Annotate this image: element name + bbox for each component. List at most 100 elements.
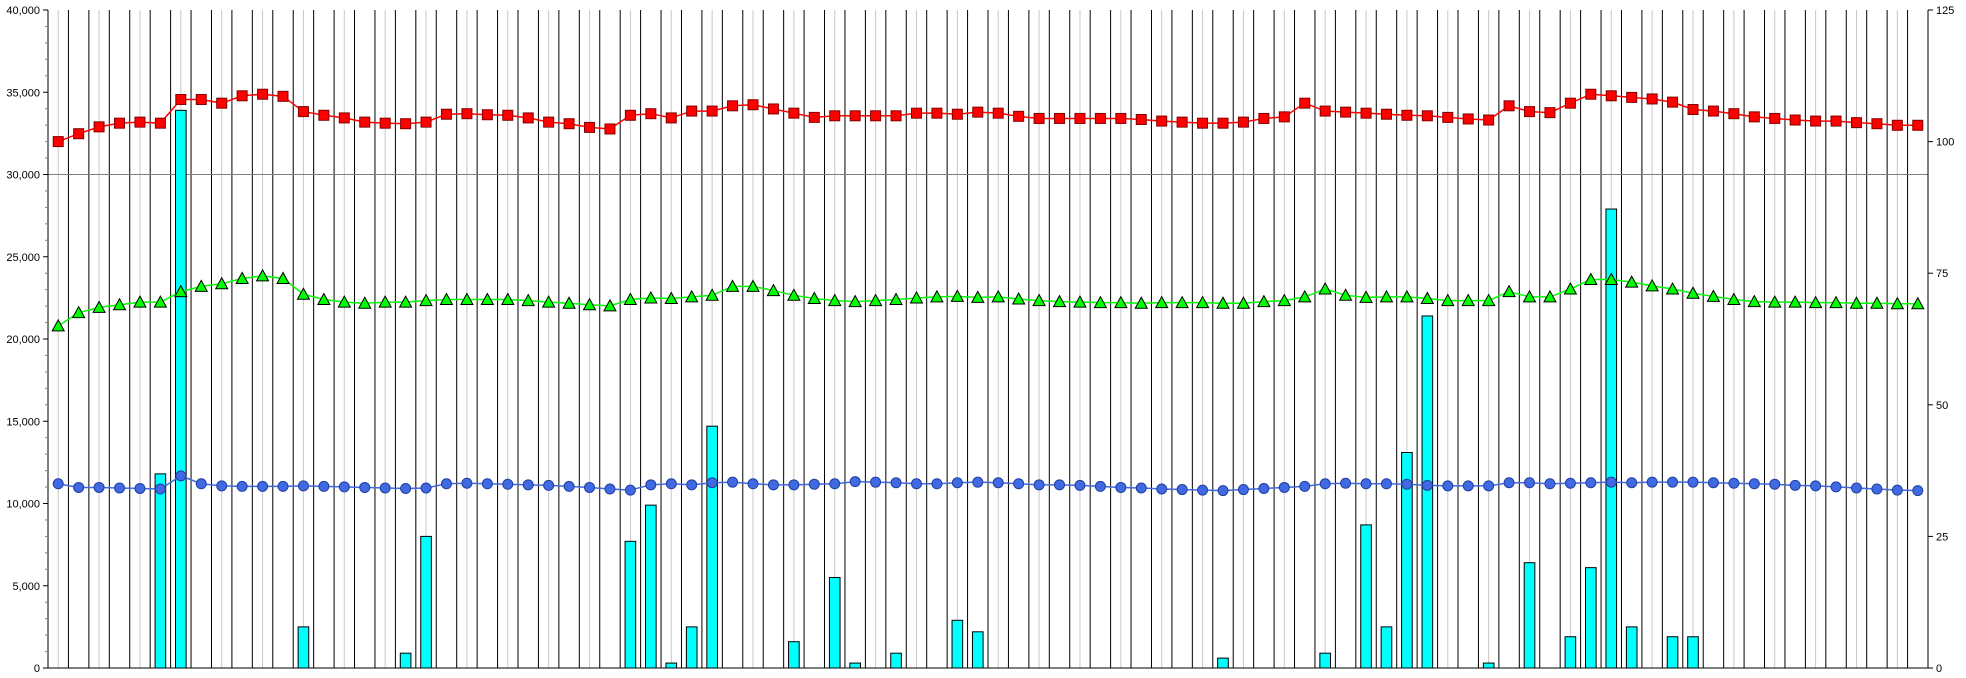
circle-marker: [1013, 478, 1025, 490]
square-marker: [1319, 105, 1331, 117]
bar: [1564, 636, 1577, 669]
triangle-marker: [460, 292, 474, 306]
triangle-marker: [1113, 295, 1128, 309]
triangle-marker: [500, 292, 515, 306]
square-marker: [808, 111, 820, 123]
square-marker: [1871, 118, 1883, 130]
circle-marker: [727, 476, 739, 488]
square-marker: [318, 109, 330, 121]
square-marker: [522, 112, 534, 124]
triangle-marker: [1440, 293, 1455, 307]
triangle-marker: [1686, 286, 1700, 299]
square-marker: [1850, 117, 1862, 129]
square-marker: [1033, 112, 1045, 124]
triangle-marker: [1379, 289, 1394, 303]
circle-marker: [1850, 482, 1862, 494]
square-marker: [563, 118, 575, 130]
circle-marker: [440, 478, 452, 490]
bar: [706, 425, 718, 669]
circle-marker: [1176, 484, 1188, 496]
square-marker: [1176, 116, 1188, 128]
square-marker: [686, 105, 698, 117]
triangle-marker: [664, 291, 679, 304]
triangle-marker: [1277, 293, 1292, 307]
triangle-marker: [1604, 272, 1619, 286]
bar: [665, 662, 678, 669]
square-marker: [1585, 88, 1597, 100]
circle-marker: [584, 481, 596, 493]
triangle-marker: [1236, 296, 1251, 309]
circle-marker: [1135, 482, 1147, 494]
circle-marker: [1115, 481, 1127, 493]
square-marker: [1360, 107, 1372, 119]
circle-marker: [297, 480, 309, 492]
bar: [297, 626, 310, 669]
bar: [890, 652, 902, 669]
square-marker: [236, 90, 248, 102]
circle-marker: [1871, 483, 1883, 495]
square-marker: [1054, 112, 1066, 124]
circle-marker: [1769, 478, 1781, 490]
right-tick-label: 50: [1936, 400, 1948, 412]
left-tick-label: 30,000: [6, 170, 40, 182]
square-marker: [1135, 113, 1147, 125]
circle-marker: [1483, 480, 1495, 492]
square-marker: [1278, 111, 1290, 123]
square-marker: [584, 121, 596, 133]
triangle-marker: [276, 271, 290, 284]
square-marker: [297, 106, 309, 118]
triangle-marker: [1870, 296, 1884, 309]
circle-marker: [1789, 479, 1801, 491]
circle-marker: [1646, 476, 1658, 488]
triangle-marker: [1788, 295, 1803, 308]
triangle-marker: [766, 283, 781, 297]
square-marker: [1830, 115, 1842, 127]
bar: [1380, 626, 1393, 669]
circle-marker: [1524, 477, 1536, 489]
triangle-marker: [1400, 289, 1414, 303]
left-tick-label: 35,000: [6, 87, 40, 99]
circle-marker: [1728, 477, 1740, 489]
bar: [788, 641, 800, 669]
bar: [1666, 636, 1679, 669]
circle-marker: [1217, 485, 1229, 497]
triangle-marker: [1338, 288, 1353, 301]
circle-marker: [1544, 478, 1556, 490]
bar: [685, 626, 698, 669]
triangle-marker: [1257, 294, 1271, 308]
square-marker: [216, 97, 228, 109]
circle-marker: [1278, 481, 1290, 493]
circle-marker: [338, 481, 350, 493]
square-marker: [890, 110, 902, 122]
bar: [1217, 657, 1229, 669]
circle-marker: [522, 479, 534, 491]
circle-marker: [1503, 477, 1515, 489]
circle-marker: [257, 480, 269, 492]
circle-marker: [1197, 484, 1209, 496]
triangle-marker: [194, 279, 209, 292]
circle-marker: [1912, 485, 1924, 497]
square-marker: [1074, 112, 1086, 124]
triangle-marker: [112, 297, 127, 311]
triangle-marker: [1706, 289, 1721, 302]
square-marker: [645, 108, 657, 120]
triangle-marker: [889, 292, 903, 306]
circle-marker: [788, 479, 800, 491]
circle-marker: [563, 480, 575, 492]
triangle-marker: [623, 292, 638, 306]
circle-marker: [951, 477, 963, 489]
triangle-marker: [1502, 284, 1516, 298]
circle-marker: [1462, 480, 1474, 492]
circle-marker: [1442, 480, 1454, 492]
circle-marker: [1626, 477, 1638, 489]
bar: [1360, 524, 1372, 669]
circle-marker: [665, 478, 677, 490]
square-marker: [1605, 90, 1617, 102]
circle-marker: [829, 478, 841, 490]
square-marker: [1156, 115, 1168, 127]
triangle-marker: [296, 287, 311, 300]
triangle-marker: [909, 290, 924, 304]
right-tick-label: 100: [1936, 137, 1954, 149]
triangle-marker: [1890, 296, 1905, 310]
